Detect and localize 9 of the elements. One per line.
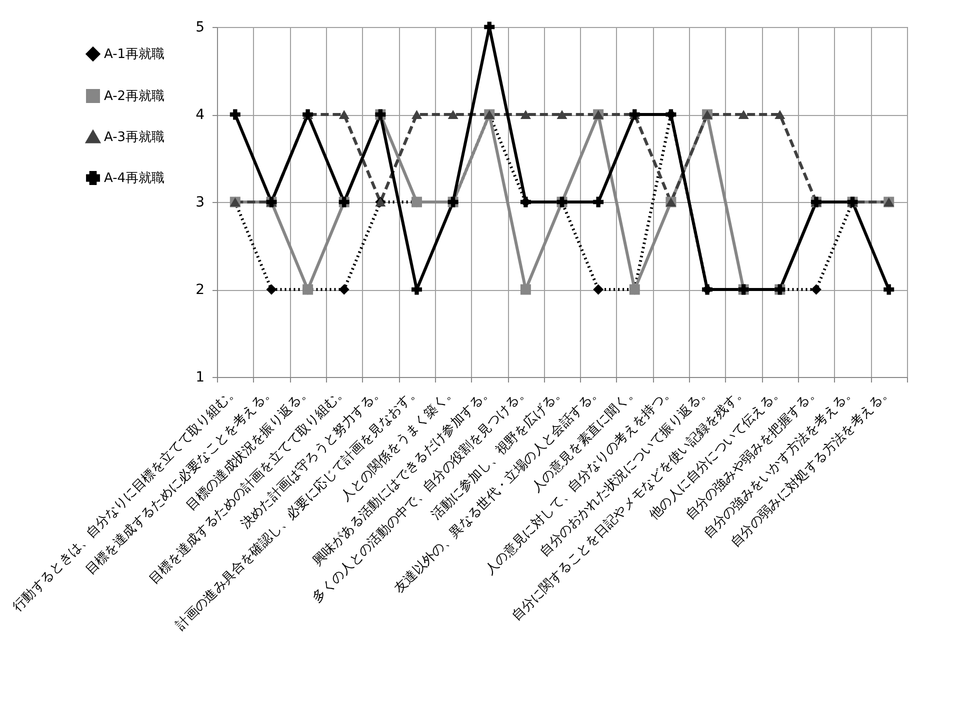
legend-label: A-3再就職	[104, 130, 165, 145]
legend-label: A-4再就職	[104, 171, 165, 186]
y-tick-label: 4	[196, 107, 205, 123]
legend-label: A-2再就職	[104, 89, 165, 104]
y-tick-label: 2	[196, 282, 204, 298]
legend-label: A-1再就職	[104, 47, 165, 62]
y-tick-label: 1	[196, 370, 204, 386]
y-tick-label: 5	[196, 20, 204, 36]
y-tick-label: 3	[196, 194, 204, 210]
